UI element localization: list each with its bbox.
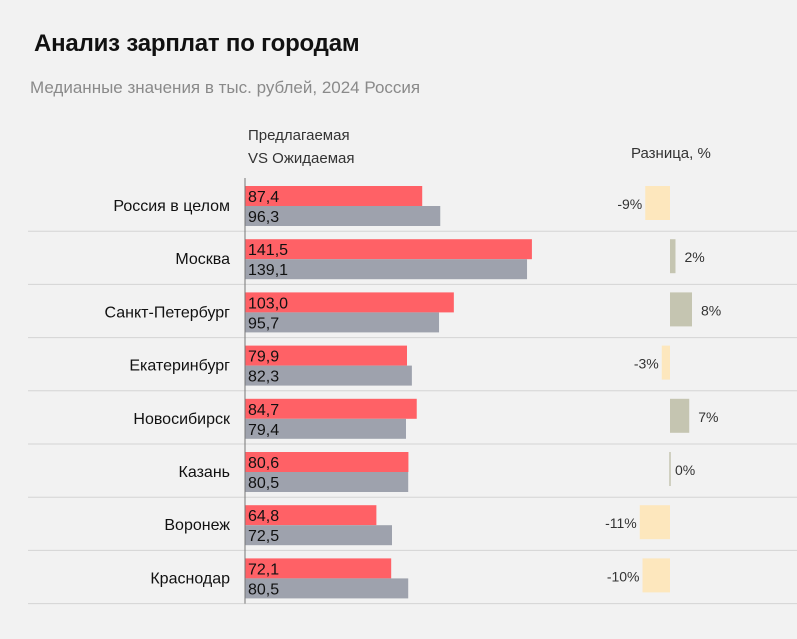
category-label: Краснодар (150, 570, 230, 587)
data-label-expected: 79,4 (248, 422, 279, 439)
bar-difference (639, 505, 670, 540)
data-label-offered: 72,1 (248, 561, 279, 578)
bar-expected (245, 259, 528, 280)
data-label-expected: 95,7 (248, 315, 279, 332)
legend-expected: VS Ожидаемая (248, 150, 355, 167)
bar-expected (245, 472, 409, 492)
data-label-offered: 80,6 (248, 455, 279, 472)
difference-label: 7% (698, 409, 718, 425)
data-label-expected: 72,5 (248, 528, 279, 545)
bar-offered (245, 398, 417, 419)
bar-difference (670, 292, 692, 327)
category-label: Казань (179, 464, 230, 481)
bar-expected (245, 525, 392, 546)
difference-header: Разница, % (631, 145, 711, 162)
bar-difference (661, 345, 670, 380)
data-label-offered: 103,0 (248, 295, 288, 312)
data-label-offered: 141,5 (248, 242, 288, 259)
bar-difference (645, 186, 670, 220)
data-label-expected: 82,3 (248, 369, 279, 386)
chart-title: Анализ зарплат по городам (34, 30, 360, 57)
category-label: Новосибирск (133, 411, 231, 428)
bar-offered (245, 558, 392, 579)
bar-expected (245, 312, 440, 333)
data-label-expected: 96,3 (248, 209, 279, 226)
category-label: Воронеж (164, 517, 230, 534)
bar-difference (670, 239, 676, 274)
bar-expected (245, 206, 441, 226)
difference-label: -11% (605, 515, 637, 531)
bar-expected (245, 578, 409, 599)
category-label: Екатеринбург (129, 358, 230, 375)
legend-offered: Предлагаемая (248, 127, 350, 144)
data-label-expected: 80,5 (248, 581, 279, 598)
category-label: Москва (175, 251, 230, 268)
bar-expected (245, 365, 412, 386)
difference-label: -3% (634, 356, 659, 372)
data-label-expected: 80,5 (248, 475, 279, 492)
bar-offered (245, 239, 532, 260)
bar-offered (245, 452, 409, 472)
data-label-offered: 79,9 (248, 349, 279, 366)
difference-label: -9% (617, 196, 642, 212)
difference-label: 0% (675, 462, 695, 478)
difference-label: 8% (701, 302, 721, 318)
data-label-offered: 84,7 (248, 402, 279, 419)
bar-difference (642, 558, 670, 593)
bar-offered (245, 186, 423, 206)
data-label-offered: 87,4 (248, 189, 279, 206)
difference-label: -10% (607, 568, 640, 584)
data-label-offered: 64,8 (248, 508, 279, 525)
bar-expected (245, 418, 406, 439)
bar-offered (245, 505, 377, 526)
difference-label: 2% (685, 249, 705, 265)
bar-difference (670, 398, 690, 433)
data-label-expected: 139,1 (248, 262, 288, 279)
bar-offered (245, 345, 408, 366)
category-label: Санкт-Петербург (105, 304, 231, 321)
legend: Предлагаемая VS Ожидаемая (248, 124, 354, 170)
category-label: Россия в целом (113, 198, 230, 215)
chart-subtitle: Медианные значения в тыс. рублей, 2024 Р… (30, 78, 421, 97)
bar-offered (245, 292, 454, 313)
